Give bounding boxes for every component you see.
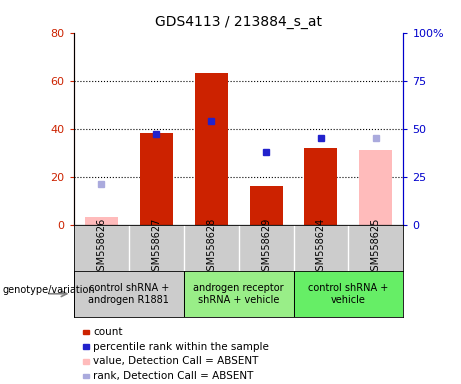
Text: GSM558627: GSM558627 [151, 218, 161, 277]
Bar [140, 134, 172, 225]
Bar [183, 271, 294, 317]
Text: value, Detection Call = ABSENT: value, Detection Call = ABSENT [93, 356, 259, 366]
Text: androgen receptor
shRNA + vehicle: androgen receptor shRNA + vehicle [193, 283, 284, 305]
Text: count: count [93, 327, 123, 337]
Bar [249, 186, 283, 225]
Bar [195, 73, 228, 225]
Text: rank, Detection Call = ABSENT: rank, Detection Call = ABSENT [93, 371, 254, 381]
Text: control shRNA +
androgen R1881: control shRNA + androgen R1881 [88, 283, 169, 305]
Bar [74, 271, 183, 317]
Bar [304, 148, 337, 225]
Text: GSM558628: GSM558628 [206, 218, 216, 277]
Text: GSM558624: GSM558624 [316, 218, 326, 277]
Text: GSM558629: GSM558629 [261, 218, 271, 277]
Text: genotype/variation: genotype/variation [2, 285, 95, 295]
Bar [85, 217, 118, 225]
Bar [360, 150, 392, 225]
Bar [294, 271, 403, 317]
Text: percentile rank within the sample: percentile rank within the sample [93, 342, 269, 352]
Text: GSM558626: GSM558626 [96, 218, 106, 277]
Text: GSM558625: GSM558625 [371, 218, 381, 277]
Title: GDS4113 / 213884_s_at: GDS4113 / 213884_s_at [155, 15, 322, 29]
Text: control shRNA +
vehicle: control shRNA + vehicle [308, 283, 389, 305]
